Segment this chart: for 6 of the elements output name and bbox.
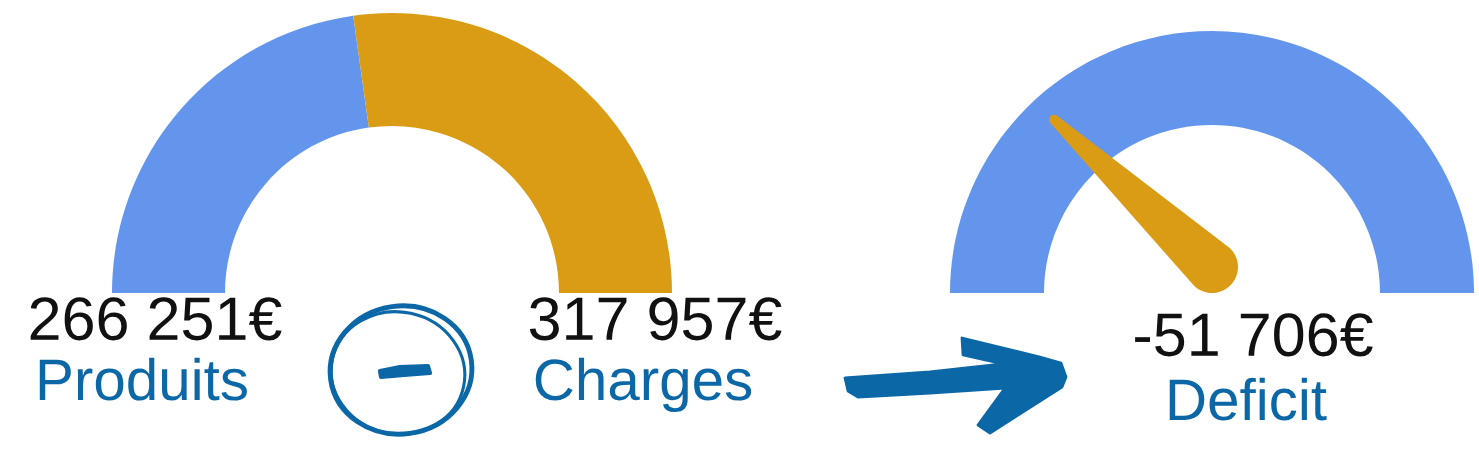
slice-label: Charges	[535, 357, 752, 413]
category-label: Deficit	[1169, 377, 1327, 421]
data-label: 317 957€	[529, 297, 782, 341]
data-label: -51 706€	[1135, 313, 1373, 357]
data-label: 266 251€	[30, 297, 282, 341]
slice-label: Produits	[39, 357, 247, 401]
